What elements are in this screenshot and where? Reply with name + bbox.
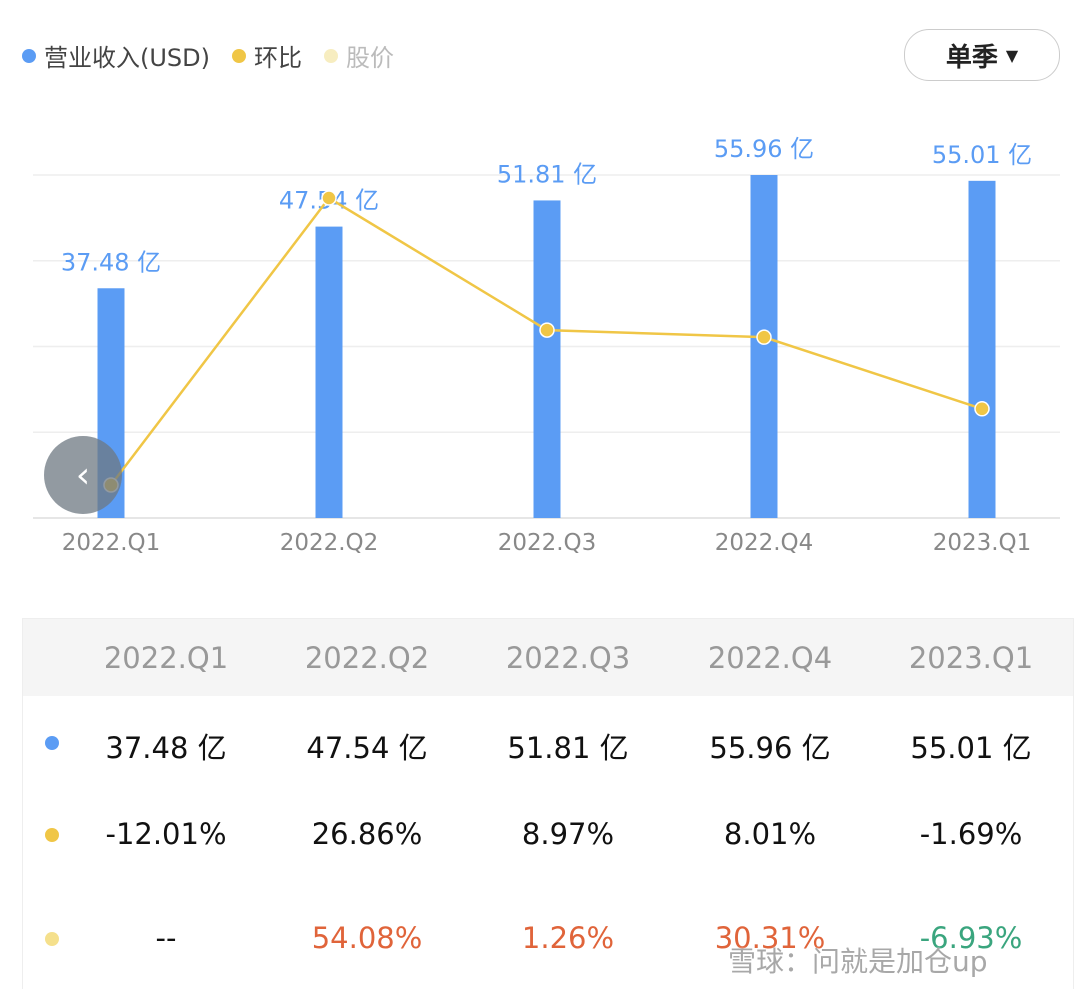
table-cell: 30.31% bbox=[714, 921, 826, 955]
table-cell: 1.26% bbox=[521, 921, 615, 955]
x-tick-label: 2022.Q3 bbox=[498, 530, 597, 556]
table-cell: -1.69% bbox=[919, 817, 1023, 851]
column-header: 2023.Q1 bbox=[908, 641, 1034, 675]
legend-revenue[interactable]: 营业收入(USD) bbox=[22, 38, 210, 73]
bar-label: 55.01 亿 bbox=[932, 141, 1032, 169]
row-color-dot bbox=[45, 828, 59, 842]
bar bbox=[750, 175, 778, 518]
legend-qoq[interactable]: 环比 bbox=[232, 38, 302, 73]
qoq-point bbox=[539, 322, 555, 338]
table-cell: 37.48 亿 bbox=[105, 731, 227, 765]
bar-label: 37.48 亿 bbox=[61, 248, 161, 276]
table-cell: 8.97% bbox=[521, 817, 615, 851]
table-cell: -12.01% bbox=[105, 817, 227, 851]
legend-dot bbox=[324, 48, 339, 63]
column-header: 2022.Q3 bbox=[505, 641, 631, 675]
watermark: 雪球：问就是加仓up bbox=[728, 945, 988, 978]
legend-dot bbox=[232, 48, 247, 63]
row-color-dot bbox=[45, 932, 59, 946]
period-label: 单季 bbox=[945, 42, 998, 73]
qoq-point bbox=[321, 190, 337, 206]
table-cell: 47.54 亿 bbox=[306, 731, 428, 765]
column-header: 2022.Q4 bbox=[707, 641, 833, 675]
column-header: 2022.Q1 bbox=[103, 641, 229, 675]
qoq-point bbox=[756, 329, 772, 345]
table-cell: 8.01% bbox=[723, 817, 817, 851]
table-cell: -6.93% bbox=[919, 921, 1023, 955]
table-cell: 26.86% bbox=[311, 817, 423, 851]
table-cell: 55.96 亿 bbox=[709, 731, 831, 765]
row-color-dot bbox=[45, 736, 59, 750]
legend-label: 股价 bbox=[346, 44, 395, 72]
bar bbox=[315, 226, 343, 518]
legend-label: 营业收入(USD) bbox=[44, 44, 211, 72]
bar-label: 55.96 亿 bbox=[714, 135, 814, 163]
column-header: 2022.Q2 bbox=[304, 641, 430, 675]
chevron-left-icon[interactable]: ‹ bbox=[44, 436, 122, 514]
bar-label: 51.81 亿 bbox=[497, 160, 597, 188]
legend-price[interactable]: 股价 bbox=[324, 38, 394, 73]
table-cell: 51.81 亿 bbox=[507, 731, 629, 765]
x-tick-label: 2023.Q1 bbox=[933, 530, 1032, 556]
x-tick-label: 2022.Q1 bbox=[62, 530, 161, 556]
bar bbox=[968, 180, 996, 518]
bar bbox=[533, 200, 561, 518]
caret-down-icon: ▼ bbox=[1005, 45, 1019, 65]
legend-label: 环比 bbox=[254, 44, 303, 72]
table-cell: -- bbox=[155, 921, 177, 955]
table-cell: 54.08% bbox=[311, 921, 423, 955]
qoq-point bbox=[974, 401, 990, 417]
data-table: 2022.Q1 2022.Q2 2022.Q3 2022.Q4 2023.Q1 37.4… bbox=[22, 618, 1074, 989]
table-header: 2022.Q1 2022.Q2 2022.Q3 2022.Q4 2023.Q1 bbox=[23, 619, 1073, 696]
x-tick-label: 2022.Q2 bbox=[280, 530, 379, 556]
x-tick-label: 2022.Q4 bbox=[715, 530, 814, 556]
period-selector[interactable]: 单季 ▼ bbox=[904, 29, 1060, 81]
legend-dot bbox=[22, 48, 36, 63]
table-cell: 55.01 亿 bbox=[910, 731, 1032, 765]
legend: 营业收入(USD) 环比 股价 bbox=[22, 38, 416, 73]
